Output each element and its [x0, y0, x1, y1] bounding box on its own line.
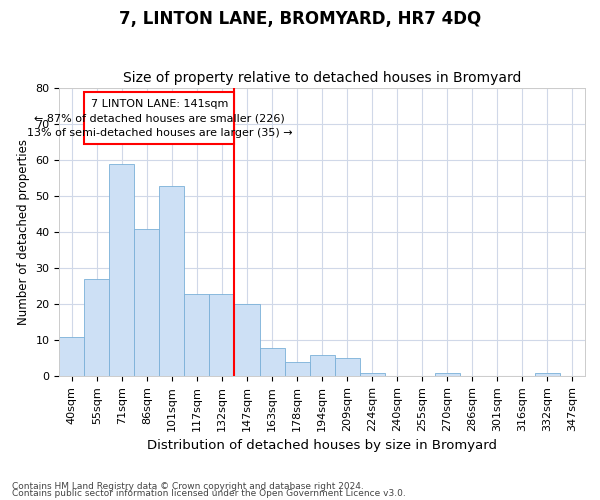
- Text: Contains HM Land Registry data © Crown copyright and database right 2024.: Contains HM Land Registry data © Crown c…: [12, 482, 364, 491]
- Bar: [209, 294, 235, 376]
- Bar: [310, 354, 335, 376]
- Bar: [134, 229, 160, 376]
- Text: ← 87% of detached houses are smaller (226): ← 87% of detached houses are smaller (22…: [34, 113, 285, 123]
- Bar: [535, 372, 560, 376]
- Bar: [160, 186, 184, 376]
- Bar: [335, 358, 359, 376]
- X-axis label: Distribution of detached houses by size in Bromyard: Distribution of detached houses by size …: [147, 440, 497, 452]
- Bar: [260, 348, 284, 376]
- Text: 7, LINTON LANE, BROMYARD, HR7 4DQ: 7, LINTON LANE, BROMYARD, HR7 4DQ: [119, 10, 481, 28]
- FancyBboxPatch shape: [84, 92, 235, 144]
- Bar: [109, 164, 134, 376]
- Bar: [284, 362, 310, 376]
- Bar: [184, 294, 209, 376]
- Title: Size of property relative to detached houses in Bromyard: Size of property relative to detached ho…: [123, 70, 521, 85]
- Text: Contains public sector information licensed under the Open Government Licence v3: Contains public sector information licen…: [12, 490, 406, 498]
- Bar: [84, 279, 109, 376]
- Y-axis label: Number of detached properties: Number of detached properties: [17, 140, 30, 326]
- Bar: [235, 304, 260, 376]
- Text: 7 LINTON LANE: 141sqm: 7 LINTON LANE: 141sqm: [91, 98, 228, 108]
- Text: 13% of semi-detached houses are larger (35) →: 13% of semi-detached houses are larger (…: [26, 128, 292, 138]
- Bar: [59, 336, 84, 376]
- Bar: [435, 372, 460, 376]
- Bar: [359, 372, 385, 376]
